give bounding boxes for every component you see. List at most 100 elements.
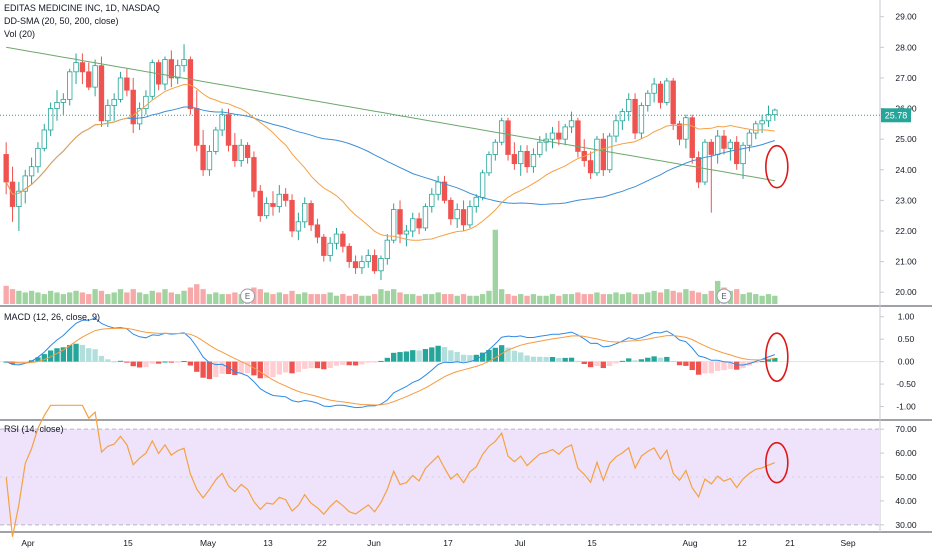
candle-body: [47, 108, 54, 131]
sma-legend: DD-SMA (20, 50, 200, close): [4, 16, 119, 26]
volume-bar: [321, 294, 327, 304]
volume-bar: [695, 292, 702, 304]
volume-bar: [98, 290, 105, 304]
macd-histogram-bar: [365, 361, 371, 363]
candle-body: [594, 138, 600, 174]
macd-histogram-bar: [181, 361, 187, 363]
candle-body: [479, 172, 486, 198]
candle-body: [378, 258, 384, 272]
annotation-circle: [765, 441, 789, 484]
macd-legend: MACD (12, 26, close, 9): [4, 312, 101, 322]
volume-bar: [16, 290, 22, 304]
volume-bar: [28, 290, 35, 304]
price-tick-label: 22.00: [895, 226, 917, 236]
macd-histogram-bar: [238, 361, 244, 374]
macd-histogram-bar: [575, 360, 581, 362]
candle-body: [524, 151, 530, 168]
volume-bar: [613, 292, 619, 304]
macd-histogram-bar: [136, 361, 143, 368]
macd-histogram-bar: [232, 361, 238, 375]
volume-bar: [664, 289, 670, 304]
volume-bar: [86, 294, 92, 304]
time-axis-label: 17: [443, 538, 453, 548]
volume-bar: [263, 292, 270, 304]
macd-histogram-bar: [460, 354, 467, 362]
price-axis: 29.0028.0027.0026.0025.0024.0023.0022.00…: [880, 12, 917, 530]
candle-body: [676, 123, 683, 140]
candle-body: [498, 120, 505, 143]
rsi-band: [0, 428, 880, 526]
candle-body: [568, 120, 575, 128]
candle-body: [67, 71, 73, 100]
macd-histogram-bar: [518, 352, 524, 362]
candle-body: [740, 144, 746, 165]
annotations: [765, 144, 789, 484]
volume-bar: [92, 289, 98, 304]
volume-bar: [486, 290, 492, 304]
candle-body: [270, 203, 276, 207]
candle-body: [225, 114, 232, 146]
candle-body: [606, 135, 613, 171]
volume-bar: [365, 295, 371, 304]
candle-body: [124, 77, 130, 91]
volume-bar: [181, 290, 187, 304]
candle-body: [352, 261, 359, 269]
candle-body: [416, 218, 422, 229]
time-axis-label: 22: [317, 538, 327, 548]
macd-histogram-bar: [98, 355, 105, 362]
volume-bar: [149, 290, 155, 304]
macd-histogram-bar: [689, 361, 695, 371]
volume-bar: [378, 289, 384, 304]
macd-histogram-bar: [556, 358, 562, 362]
macd-histogram-bar: [276, 361, 282, 375]
macd-histogram-bar: [753, 361, 759, 364]
candle-body: [410, 218, 416, 232]
macd-histogram-bar: [130, 361, 136, 367]
price-tick-label: 28.00: [895, 42, 917, 52]
macd-histogram-bar: [765, 359, 772, 362]
candle-body: [200, 144, 206, 171]
candle-body: [702, 141, 708, 183]
macd-histogram-bar: [149, 361, 155, 364]
macd-histogram-bar: [734, 361, 740, 370]
volume-bar: [194, 284, 200, 304]
candle-body: [734, 141, 740, 165]
candle-body: [384, 239, 391, 259]
earnings-marker: [716, 288, 732, 304]
macd-tick-label: -1.00: [896, 402, 916, 412]
volume-bar: [175, 294, 181, 304]
candle-body: [175, 65, 181, 79]
candle-body: [689, 117, 695, 158]
candle-body: [435, 181, 441, 195]
signal-line: [6, 327, 775, 406]
macd-histogram-bar: [155, 361, 162, 364]
macd-histogram-bar: [41, 354, 47, 362]
candle-body: [670, 80, 676, 125]
volume-bar: [270, 294, 276, 304]
price-tick-label: 27.00: [895, 73, 917, 83]
volume-bar: [54, 292, 60, 304]
candle-body: [333, 233, 340, 244]
macd-histogram-bar: [714, 361, 721, 371]
price-tick-label: 29.00: [895, 12, 917, 22]
candle-body: [645, 92, 651, 106]
price-tag: [881, 108, 911, 123]
volume-bar: [403, 294, 410, 304]
volume-bar: [340, 294, 346, 304]
macd-histogram-bar: [9, 361, 16, 364]
candle-body: [232, 144, 238, 161]
volume-bar: [740, 294, 746, 304]
macd-histogram-bar: [92, 349, 98, 362]
macd-histogram-bar: [702, 361, 708, 374]
macd-histogram-bar: [111, 361, 117, 363]
macd-histogram-bar: [549, 356, 556, 362]
volume-bar: [60, 294, 67, 304]
macd-tick-label: 0.00: [898, 357, 915, 367]
macd-histogram-bar: [346, 361, 352, 366]
macd-histogram-bar: [454, 351, 460, 362]
rsi-tick-label: 60.00: [895, 448, 917, 458]
candle-body: [505, 120, 511, 155]
candle-body: [454, 209, 460, 220]
